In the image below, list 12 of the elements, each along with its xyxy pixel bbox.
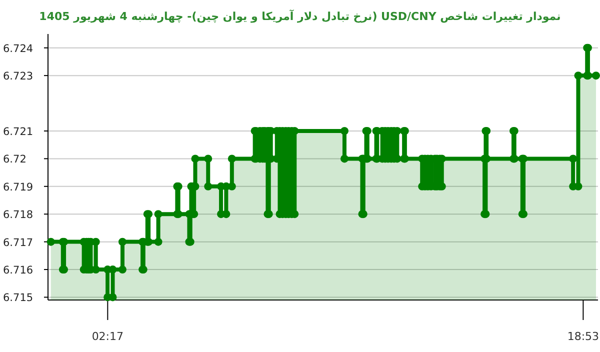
y-tick-label: 6.724 <box>3 42 34 55</box>
y-tick-label: 6.721 <box>3 126 34 138</box>
y-tick-label: 6.723 <box>3 70 34 83</box>
x-tick-label: 18:53 <box>567 330 600 343</box>
chart-title: نمودار تغییرات شاخص USD/CNY (نرخ تبادل دلار آمریکا و یوان چین)- چهارشنبه 4 شهریور 1405 <box>39 9 561 23</box>
y-tick-label: 6.717 <box>3 236 34 249</box>
y-tick-label: 6.716 <box>3 264 34 277</box>
x-tick-label: 02:17 <box>92 330 124 343</box>
y-tick-label: 6.718 <box>3 209 34 222</box>
y-tick-label: 6.72 <box>3 154 26 166</box>
y-tick-label: 6.719 <box>3 181 34 194</box>
y-tick-label: 6.715 <box>3 292 34 304</box>
